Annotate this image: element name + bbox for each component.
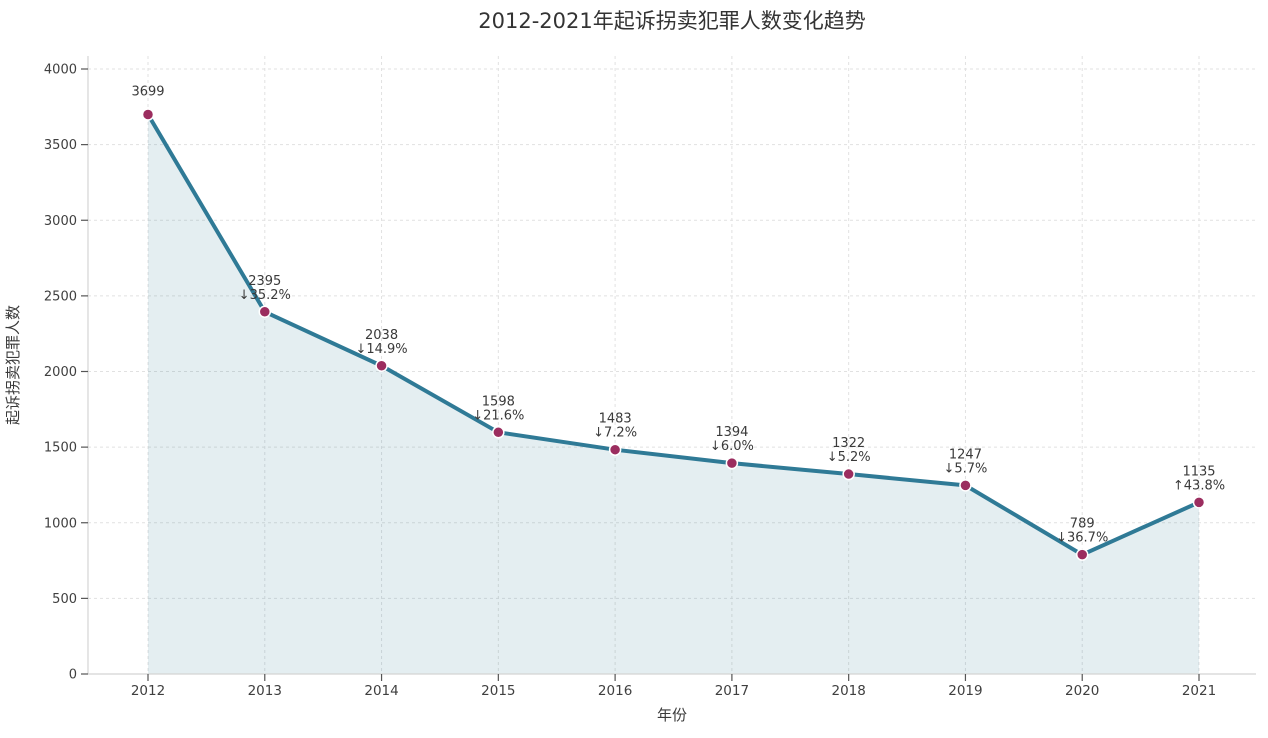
data-labels: 3699 2395↓35.2% 2038↓14.9% 1598↓21.6% 1483↓7… — [131, 85, 1225, 546]
x-tick-label: 2015 — [481, 683, 515, 699]
x-tick-label: 2012 — [131, 683, 165, 699]
data-point-marker — [492, 426, 505, 439]
y-tick-label: 3500 — [44, 138, 77, 153]
data-point-marker — [608, 443, 622, 456]
axes: 0 500 1000 1500 2000 2500 3000 3500 4000 2012 2013… — [44, 56, 1256, 699]
data-label-value: 789 — [1070, 517, 1095, 532]
data-label-value: 1322 — [832, 436, 865, 451]
y-tick-label: 500 — [52, 592, 77, 607]
data-label-change: ↓5.7% — [943, 461, 987, 476]
y-tick-label: 2500 — [44, 289, 77, 304]
chart-title: 2012-2021年起诉拐卖犯罪人数变化趋势 — [478, 9, 865, 33]
data-label-value: 3699 — [131, 85, 164, 100]
y-axis-label: 起诉拐卖犯罪人数 — [4, 305, 22, 425]
data-point-marker — [1192, 496, 1206, 509]
data-label-value: 1598 — [482, 394, 515, 409]
y-tick-label: 0 — [69, 668, 77, 683]
x-axis-label: 年份 — [657, 706, 687, 724]
data-point-marker — [725, 456, 739, 470]
trend-line-path — [146, 112, 1201, 557]
data-label-value: 2395 — [248, 274, 281, 289]
gridlines — [88, 56, 1256, 675]
data-label-change: ↓5.2% — [827, 450, 871, 465]
x-tick-label: 2016 — [598, 683, 632, 699]
x-tick-label: 2014 — [364, 683, 398, 699]
x-tick-label: 2021 — [1182, 683, 1216, 699]
data-label-value: 1247 — [949, 447, 982, 462]
data-label-change: ↓21.6% — [472, 408, 524, 423]
data-label-change: ↓6.0% — [710, 439, 754, 454]
data-point-marker — [959, 479, 972, 492]
y-tick-label: 1000 — [44, 516, 77, 531]
data-label-value: 1135 — [1182, 464, 1215, 479]
data-label-change: ↓7.2% — [593, 426, 637, 441]
data-label-change: ↓35.2% — [239, 288, 291, 303]
data-point-markers — [141, 108, 1206, 561]
x-tick-label: 2013 — [248, 683, 282, 699]
x-tick-label: 2020 — [1065, 683, 1099, 699]
trend-line — [146, 112, 1201, 557]
data-label-value: 2038 — [365, 328, 398, 343]
data-point-marker — [258, 305, 272, 319]
data-point-marker — [842, 467, 855, 481]
data-label-change: ↓36.7% — [1056, 531, 1108, 546]
y-tick-label: 1500 — [44, 441, 77, 456]
data-label-value: 1483 — [599, 412, 632, 427]
area-fill — [148, 114, 1199, 675]
data-label-change: ↓14.9% — [355, 342, 407, 357]
x-tick-label: 2017 — [715, 683, 749, 699]
data-point-marker — [375, 359, 388, 373]
y-tick-label: 2000 — [44, 365, 77, 380]
data-point-marker — [141, 108, 155, 121]
area-fill-shape — [148, 114, 1199, 675]
y-tick-label: 4000 — [44, 63, 77, 78]
y-tick-label: 3000 — [44, 214, 77, 229]
x-tick-label: 2019 — [948, 683, 982, 699]
data-label-change: ↑43.8% — [1173, 478, 1225, 493]
x-tick-label: 2018 — [831, 683, 865, 699]
data-point-marker — [1075, 548, 1089, 561]
data-label-value: 1394 — [715, 425, 748, 440]
